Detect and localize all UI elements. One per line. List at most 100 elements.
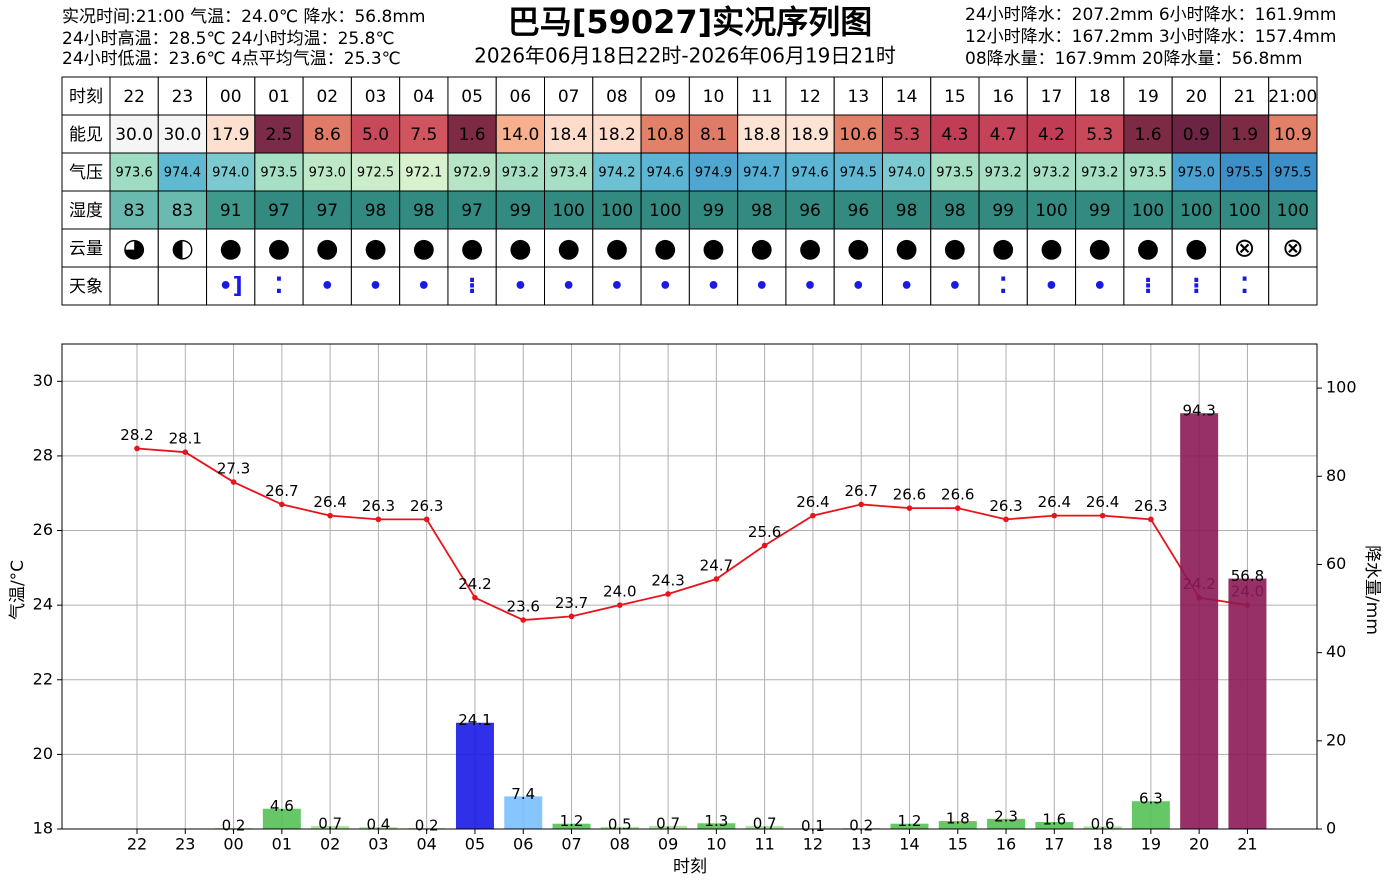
cell-text: 0.9	[1183, 125, 1210, 145]
point-label: 26.7	[844, 482, 877, 500]
x-tick-label: 13	[851, 835, 871, 854]
table-cell	[785, 76, 835, 116]
table-cell	[1075, 152, 1125, 192]
table-cell	[399, 76, 449, 116]
table-cell	[302, 190, 352, 230]
table-cell	[157, 228, 208, 268]
temp-point	[230, 479, 237, 485]
x-tick-label: 03	[368, 835, 388, 854]
cell-text: 972.1	[405, 166, 442, 181]
cell-text: 2.5	[265, 125, 292, 145]
cell-text: 7.5	[410, 125, 437, 145]
table-cell	[447, 190, 497, 230]
temp-point	[1003, 516, 1009, 523]
x-tick-label: 05	[465, 835, 485, 854]
table-cell	[254, 190, 304, 230]
cell-text: 18.4	[550, 125, 588, 145]
y-tick-label: 28	[33, 445, 53, 464]
cell-text: 10.6	[839, 125, 877, 145]
cell-text: 8.6	[314, 125, 341, 145]
table-cell	[1219, 266, 1270, 306]
table-cell	[1171, 152, 1221, 192]
temp-point	[761, 542, 768, 549]
cell-text: 09	[654, 87, 676, 107]
symbol: ●	[557, 234, 580, 264]
cell-text: 974.7	[743, 166, 780, 181]
point-label: 24.7	[700, 557, 733, 575]
cell-text: 10	[703, 87, 725, 107]
table-cell	[978, 266, 1028, 306]
cell-text: 10.8	[646, 125, 684, 145]
precip-bar	[504, 796, 543, 829]
cell-text: 975.0	[1178, 166, 1215, 181]
point-label: 27.3	[217, 460, 250, 478]
table-cell	[881, 190, 932, 230]
y-tick-label: 30	[33, 371, 53, 390]
x-tick-label: 12	[803, 835, 823, 854]
cell-text: 15	[944, 87, 966, 107]
precip-bar	[1083, 826, 1122, 829]
symbol: ●	[1040, 234, 1063, 264]
temp-point	[1051, 512, 1058, 519]
table-cell	[1123, 228, 1173, 268]
table-cell	[592, 228, 642, 268]
symbol: •	[706, 274, 720, 299]
bar-label: 1.2	[560, 812, 584, 830]
cell-text: 973.5	[1129, 166, 1166, 181]
cell-text: 83	[172, 201, 194, 221]
table-cell	[1268, 190, 1318, 230]
bar-label: 7.4	[511, 785, 535, 803]
bar-label: 0.7	[656, 814, 680, 832]
symbol: ◐	[171, 234, 194, 264]
temp-point	[375, 516, 382, 523]
x-tick-label: 00	[223, 835, 243, 854]
cell-text: 975.5	[1226, 166, 1263, 181]
table-cell	[206, 152, 256, 192]
precip-bar	[552, 823, 591, 829]
cell-text: 97	[268, 201, 290, 221]
cell-text: 23	[172, 87, 194, 107]
cell-text: 83	[123, 201, 145, 221]
table-cell	[833, 152, 883, 192]
bar-label: 0.1	[801, 817, 825, 835]
point-label: 26.4	[313, 493, 346, 511]
table-cell	[785, 228, 835, 268]
table-cell	[688, 228, 739, 268]
bar-label: 4.6	[270, 797, 294, 815]
temp-point	[182, 449, 189, 455]
table-cell	[495, 114, 546, 154]
temp-point	[520, 617, 527, 623]
table-cell	[544, 266, 594, 306]
cell-text: 5.3	[893, 125, 920, 145]
y2-tick-label: 0	[1326, 819, 1336, 838]
cell-text: 973.6	[116, 166, 153, 181]
table-cell	[109, 114, 159, 154]
point-label: 26.7	[265, 482, 298, 500]
symbol: ●	[944, 234, 967, 264]
symbol: •	[369, 274, 383, 299]
temp-point	[858, 501, 864, 508]
info-right: 08降水量：167.9mm 20降水量：56.8mm	[965, 49, 1302, 69]
bar-label: 24.1	[458, 711, 491, 729]
bar-label: 56.8	[1231, 567, 1264, 585]
point-label: 28.1	[169, 430, 202, 448]
cell-text: 17	[1041, 87, 1063, 107]
row-label: 气压	[69, 163, 103, 183]
symbol: ●	[219, 234, 242, 264]
symbol: •	[900, 274, 914, 299]
row-label-cell	[61, 76, 111, 116]
table-cell	[1026, 76, 1077, 116]
cell-text: 5.3	[1086, 125, 1113, 145]
symbol: ⊗	[1282, 234, 1304, 264]
table-cell	[447, 266, 497, 306]
point-label: 23.6	[507, 598, 540, 616]
x-tick-label: 17	[1044, 835, 1064, 854]
table-cell	[1026, 114, 1077, 154]
table-cell	[206, 190, 256, 230]
table-cell	[930, 114, 980, 154]
symbol: ●	[461, 234, 484, 264]
temp-point	[423, 516, 430, 523]
table-cell	[1075, 228, 1125, 268]
table-cell	[785, 114, 835, 154]
